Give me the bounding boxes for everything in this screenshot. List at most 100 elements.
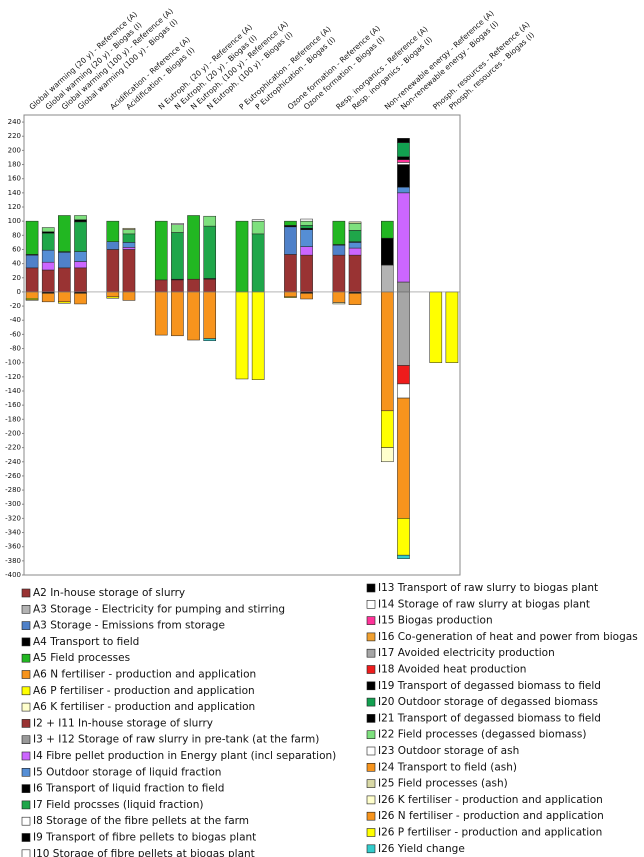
legend-swatch	[21, 604, 31, 614]
legend-label: I22 Field processes (degassed biomass)	[378, 729, 586, 741]
legend-swatch	[21, 800, 31, 810]
bar-segment	[284, 220, 297, 226]
legend-swatch	[21, 784, 31, 793]
bar-segment	[25, 267, 39, 293]
bar-segment	[122, 229, 136, 235]
legend-swatch	[366, 762, 376, 772]
legend-swatch	[366, 746, 376, 756]
y-tick-label: -340	[5, 529, 21, 537]
legend-label: A2 In-house storage of slurry	[33, 587, 185, 599]
legend-swatch	[21, 767, 31, 777]
bar-segment	[300, 225, 313, 229]
legend-label: I26 P fertiliser - production and applic…	[378, 827, 602, 839]
bar-segment	[74, 293, 87, 305]
legend-swatch	[21, 621, 31, 630]
bar-segment	[300, 246, 313, 256]
y-tick-label: 160	[8, 175, 21, 183]
legend-swatch	[21, 751, 31, 761]
y-tick-label: -220	[5, 444, 21, 452]
legend-label: I7 Field procsses (liquid fraction)	[33, 799, 203, 811]
legend-swatch	[21, 719, 31, 728]
bar-segment	[251, 220, 265, 235]
legend-swatch	[366, 828, 376, 837]
legend-label: I26 N fertiliser - production and applic…	[378, 810, 604, 822]
bar-segment	[171, 291, 184, 337]
bar-segment	[106, 296, 120, 299]
y-tick-label: -240	[5, 458, 21, 466]
bar-segment	[381, 264, 394, 293]
bar-segment	[171, 279, 184, 293]
bar-segment	[332, 244, 346, 256]
bar-segment	[171, 232, 184, 280]
legend-label: I23 Outdoor storage of ash	[378, 745, 519, 757]
legend-label: A5 Field processes	[33, 652, 130, 664]
legend-label: I3 + I12 Storage of raw slurry in pre-ta…	[33, 734, 319, 746]
legend-label: A6 K fertiliser - production and applica…	[33, 701, 255, 713]
bar-segment	[300, 229, 313, 247]
legend-label: A3 Storage - Electricity for pumping and…	[33, 603, 285, 615]
y-tick-label: -320	[5, 514, 21, 522]
legend-swatch	[21, 833, 31, 842]
legend-label: I15 Biogas production	[378, 615, 493, 627]
bar-segment	[397, 291, 410, 366]
bar-segment	[74, 215, 87, 220]
bar-segment	[397, 397, 410, 519]
legend-label: I2 + I11 In-house storage of slurry	[33, 717, 213, 729]
legend-label: I8 Storage of the fibre pellets at the f…	[33, 815, 249, 827]
bar-segment	[300, 218, 313, 222]
legend-swatch	[366, 730, 376, 740]
legend-swatch	[366, 632, 376, 642]
y-tick-label: 40	[12, 260, 21, 268]
bar-segment	[122, 249, 136, 293]
bar-segment	[397, 554, 410, 559]
bar-segment	[348, 230, 362, 242]
bar-segment	[381, 447, 394, 463]
bar-segment	[41, 249, 55, 263]
bar-segment	[397, 159, 410, 163]
legend-label: A6 P fertiliser - production and applica…	[33, 685, 255, 697]
legend-swatch	[21, 735, 31, 745]
legend-swatch	[21, 686, 31, 696]
bar-segment	[251, 233, 265, 293]
bar-segment	[397, 383, 410, 399]
bar-segment	[122, 233, 136, 243]
legend-swatch	[366, 844, 376, 854]
y-tick-label: -140	[5, 387, 21, 395]
bar-segment	[251, 291, 265, 380]
bar-segment	[429, 291, 443, 363]
y-tick-label: -260	[5, 472, 21, 480]
y-tick-label: 0	[17, 288, 21, 296]
bar-segment	[154, 291, 168, 336]
legend-label: I10 Storage of fibre pellets at biogas p…	[33, 848, 255, 857]
legend-swatch	[366, 697, 376, 707]
legend-swatch	[366, 795, 376, 805]
y-tick-label: -180	[5, 415, 21, 423]
bar-segment	[397, 186, 410, 194]
legend-swatch	[366, 599, 376, 609]
bar-segment	[397, 518, 410, 556]
bar-segment	[300, 254, 313, 293]
bar-segment	[284, 291, 297, 298]
legend-label: A6 N fertiliser - production and applica…	[33, 669, 256, 681]
bar-segment	[348, 223, 362, 231]
legend-swatch	[366, 648, 376, 658]
bar-segment	[284, 226, 297, 255]
bar-segment	[251, 219, 265, 222]
y-tick-label: -400	[5, 571, 21, 579]
y-tick-label: -280	[5, 486, 21, 494]
legend-label: I6 Transport of liquid fraction to field	[33, 783, 224, 795]
y-tick-label: -20	[10, 302, 21, 310]
bar-segment	[445, 291, 459, 363]
bar-segment	[381, 237, 394, 266]
y-tick-label: -360	[5, 543, 21, 551]
legend-label: I21 Transport of degassed biomass to fie…	[378, 712, 601, 724]
bar-segment	[41, 261, 55, 271]
bar-segment	[25, 254, 39, 269]
legend-label: I18 Avoided heat production	[378, 664, 526, 676]
bar-segment	[332, 220, 346, 245]
legend-label: A4 Transport to field	[33, 636, 139, 648]
y-tick-label: 100	[8, 217, 21, 225]
y-tick-label: -100	[5, 359, 21, 367]
legend-label: I9 Transport of fibre pellets to biogas …	[33, 832, 256, 844]
